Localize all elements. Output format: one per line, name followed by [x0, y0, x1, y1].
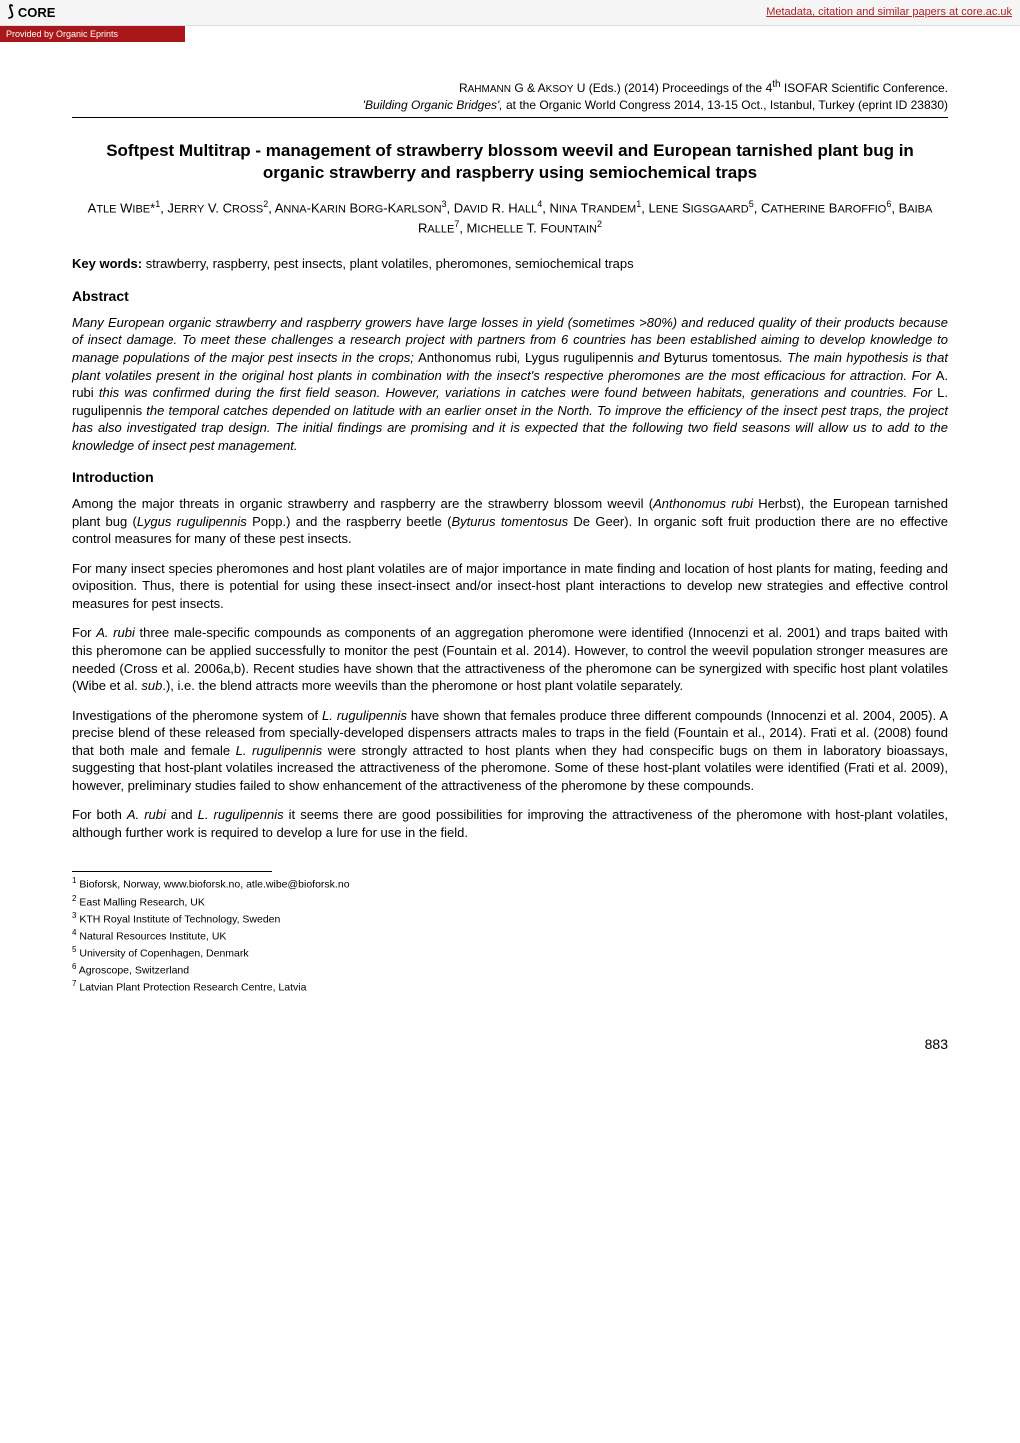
page-content: RAHMANN G & AKSOY U (Eds.) (2014) Procee… [0, 42, 1020, 1084]
footnote-5: 5 University of Copenhagen, Denmark [72, 945, 948, 961]
intro-p5: For both A. rubi and L. rugulipennis it … [72, 806, 948, 841]
intro-heading: Introduction [72, 468, 948, 487]
footnote-6: 6 Agroscope, Switzerland [72, 962, 948, 978]
metadata-link[interactable]: Metadata, citation and similar papers at… [766, 5, 1012, 20]
footnote-2: 2 East Malling Research, UK [72, 894, 948, 910]
header-line-2: 'Building Organic Bridges', at the Organ… [72, 97, 948, 113]
footnote-4: 4 Natural Resources Institute, UK [72, 928, 948, 944]
core-logo[interactable]: ⟆ CORE [8, 2, 55, 22]
core-topbar: ⟆ CORE Metadata, citation and similar pa… [0, 0, 1020, 26]
footnote-3: 3 KTH Royal Institute of Technology, Swe… [72, 911, 948, 927]
core-label: CORE [18, 4, 56, 22]
header-line-1: RAHMANN G & AKSOY U (Eds.) (2014) Procee… [72, 78, 948, 97]
footnotes: 1 Bioforsk, Norway, www.bioforsk.no, atl… [72, 876, 948, 995]
abstract-heading: Abstract [72, 287, 948, 306]
intro-p3: For A. rubi three male-specific compound… [72, 624, 948, 694]
running-header: RAHMANN G & AKSOY U (Eds.) (2014) Procee… [72, 78, 948, 113]
header-rule [72, 117, 948, 118]
footnote-7: 7 Latvian Plant Protection Research Cent… [72, 979, 948, 995]
keywords-label: Key words: [72, 256, 142, 271]
keywords-text: strawberry, raspberry, pest insects, pla… [142, 256, 634, 271]
paper-title: Softpest Multitrap - management of straw… [86, 140, 934, 184]
abstract-text: Many European organic strawberry and ras… [72, 314, 948, 454]
core-icon: ⟆ [8, 2, 14, 22]
intro-p1: Among the major threats in organic straw… [72, 495, 948, 548]
authors-list: ATLE WIBE*1, JERRY V. CROSS2, ANNA-KARIN… [72, 198, 948, 237]
intro-p2: For many insect species pheromones and h… [72, 560, 948, 613]
page-number: 883 [72, 1035, 948, 1054]
intro-p4: Investigations of the pheromone system o… [72, 707, 948, 795]
keywords: Key words: strawberry, raspberry, pest i… [72, 255, 948, 273]
provided-by-bar: Provided by Organic Eprints [0, 26, 185, 42]
footnote-1: 1 Bioforsk, Norway, www.bioforsk.no, atl… [72, 876, 948, 892]
footnote-rule [72, 871, 272, 872]
